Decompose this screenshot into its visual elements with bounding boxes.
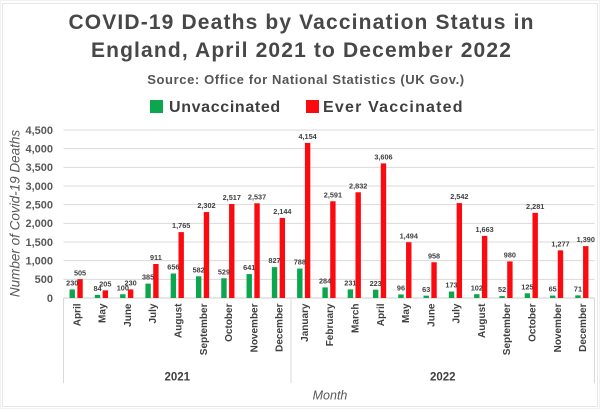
svg-text:1,277: 1,277 xyxy=(551,239,569,248)
svg-text:August: August xyxy=(173,303,184,338)
svg-text:1,000: 1,000 xyxy=(25,256,53,268)
svg-text:1,390: 1,390 xyxy=(577,235,595,244)
svg-text:84: 84 xyxy=(93,284,102,293)
svg-text:173: 173 xyxy=(445,281,457,290)
svg-text:October: October xyxy=(224,303,235,341)
svg-text:63: 63 xyxy=(422,285,430,294)
svg-text:July: July xyxy=(148,303,159,323)
svg-text:582: 582 xyxy=(193,265,205,274)
svg-text:1,765: 1,765 xyxy=(172,221,190,230)
svg-text:385: 385 xyxy=(142,273,154,282)
svg-text:Month: Month xyxy=(313,389,348,403)
svg-text:102: 102 xyxy=(471,283,483,292)
svg-text:1,663: 1,663 xyxy=(475,225,493,234)
svg-text:0: 0 xyxy=(47,293,53,305)
svg-text:529: 529 xyxy=(218,267,230,276)
svg-text:2,500: 2,500 xyxy=(25,200,53,212)
svg-text:May: May xyxy=(98,303,109,323)
svg-text:231: 231 xyxy=(344,278,356,287)
svg-text:September: September xyxy=(199,303,210,355)
svg-text:July: July xyxy=(452,303,463,323)
svg-text:230: 230 xyxy=(66,279,78,288)
svg-text:100: 100 xyxy=(117,283,129,292)
svg-text:December: December xyxy=(275,303,286,351)
svg-text:223: 223 xyxy=(370,279,382,288)
svg-text:641: 641 xyxy=(243,263,255,272)
svg-text:4,154: 4,154 xyxy=(298,132,317,141)
svg-text:2,000: 2,000 xyxy=(25,218,53,230)
svg-text:2021: 2021 xyxy=(164,372,190,384)
svg-text:788: 788 xyxy=(294,258,306,267)
svg-text:96: 96 xyxy=(397,284,405,293)
svg-text:1,494: 1,494 xyxy=(400,231,419,240)
svg-text:3,606: 3,606 xyxy=(374,152,392,161)
svg-text:52: 52 xyxy=(498,285,506,294)
svg-text:2,832: 2,832 xyxy=(349,181,367,190)
svg-text:January: January xyxy=(300,303,311,342)
svg-text:May: May xyxy=(401,303,412,323)
svg-text:827: 827 xyxy=(268,256,280,265)
svg-text:980: 980 xyxy=(504,251,516,260)
svg-text:June: June xyxy=(123,303,134,327)
svg-text:205: 205 xyxy=(99,279,111,288)
svg-text:April: April xyxy=(72,303,83,326)
svg-text:65: 65 xyxy=(549,285,557,294)
svg-text:4,500: 4,500 xyxy=(25,125,53,137)
svg-text:September: September xyxy=(502,303,513,355)
svg-text:3,500: 3,500 xyxy=(25,162,53,174)
svg-text:2,144: 2,144 xyxy=(273,207,292,216)
svg-text:284: 284 xyxy=(319,277,332,286)
svg-text:500: 500 xyxy=(35,274,53,286)
svg-text:505: 505 xyxy=(74,268,86,277)
svg-text:March: March xyxy=(350,304,361,333)
svg-text:December: December xyxy=(578,303,589,351)
svg-text:2,542: 2,542 xyxy=(450,192,468,201)
svg-text:3,000: 3,000 xyxy=(25,181,53,193)
svg-text:Number of Covid-19 Deaths: Number of Covid-19 Deaths xyxy=(8,130,23,298)
svg-text:August: August xyxy=(477,303,488,338)
svg-text:2,517: 2,517 xyxy=(223,193,241,202)
svg-text:June: June xyxy=(426,303,437,327)
svg-text:October: October xyxy=(527,303,538,341)
svg-text:4,000: 4,000 xyxy=(25,144,53,156)
svg-text:2,537: 2,537 xyxy=(248,192,266,201)
svg-text:911: 911 xyxy=(150,253,162,262)
svg-text:1,500: 1,500 xyxy=(25,237,53,249)
svg-text:February: February xyxy=(325,303,336,346)
svg-text:2022: 2022 xyxy=(430,372,456,384)
svg-text:2,302: 2,302 xyxy=(197,201,215,210)
svg-text:230: 230 xyxy=(125,279,137,288)
svg-text:November: November xyxy=(249,303,260,352)
svg-text:125: 125 xyxy=(521,282,533,291)
svg-text:April: April xyxy=(376,303,387,326)
svg-text:958: 958 xyxy=(428,251,440,260)
svg-text:November: November xyxy=(553,303,564,352)
svg-text:71: 71 xyxy=(574,284,582,293)
svg-text:2,281: 2,281 xyxy=(526,202,544,211)
svg-text:2,591: 2,591 xyxy=(324,190,342,199)
svg-text:656: 656 xyxy=(167,263,179,272)
